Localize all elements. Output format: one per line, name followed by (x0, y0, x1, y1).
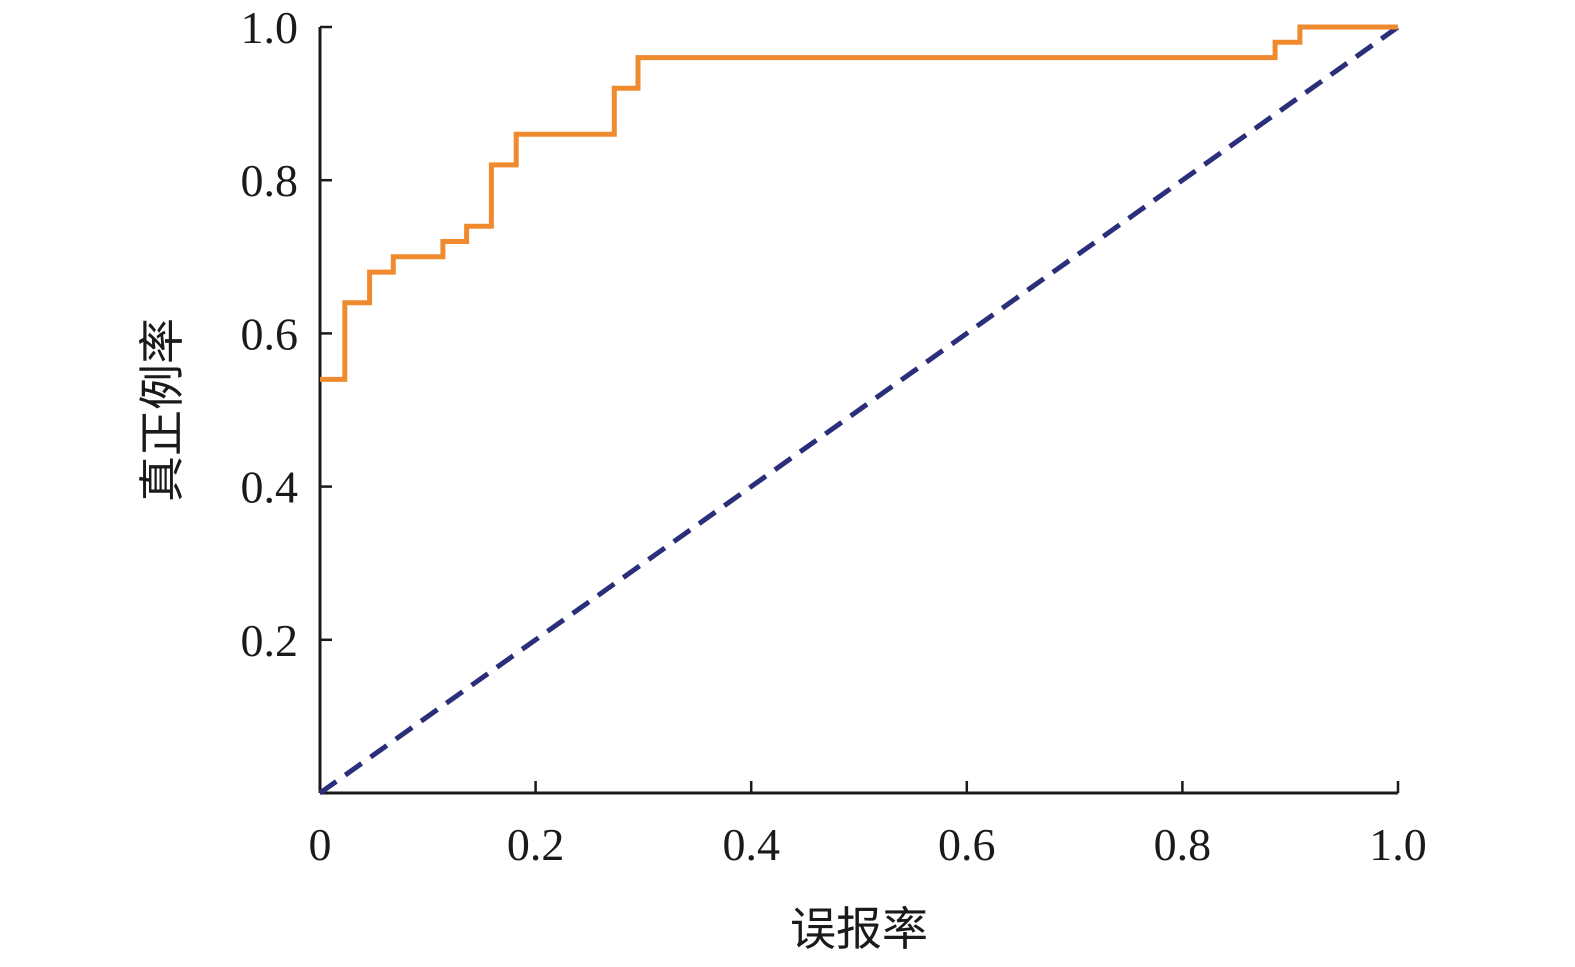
x-tick-label: 0.6 (938, 819, 996, 870)
y-tick-label: 0.8 (241, 155, 299, 206)
y-tick-label: 0.4 (241, 462, 299, 513)
y-tick-label: 1.0 (241, 2, 299, 53)
x-tick-label: 0.4 (722, 819, 780, 870)
ticks: 0 0.2 0.4 0.6 0.8 1.0 0.2 0.4 0.6 0.8 1.0 (241, 2, 1427, 870)
x-tick-label: 0 (309, 819, 332, 870)
y-tick-label: 0.2 (241, 615, 299, 666)
diagonal-reference-line (318, 24, 1400, 796)
x-tick-label: 1.0 (1369, 819, 1427, 870)
x-tick-label: 0.2 (507, 819, 565, 870)
y-tick-label: 0.6 (241, 308, 299, 359)
y-axis-label: 真正例率 (135, 318, 189, 502)
series-layer (318, 24, 1400, 796)
axes (318, 27, 1398, 795)
roc-curve-line (320, 24, 1398, 382)
x-tick-label: 0.8 (1154, 819, 1212, 870)
x-axis-label: 误报率 (790, 902, 928, 956)
